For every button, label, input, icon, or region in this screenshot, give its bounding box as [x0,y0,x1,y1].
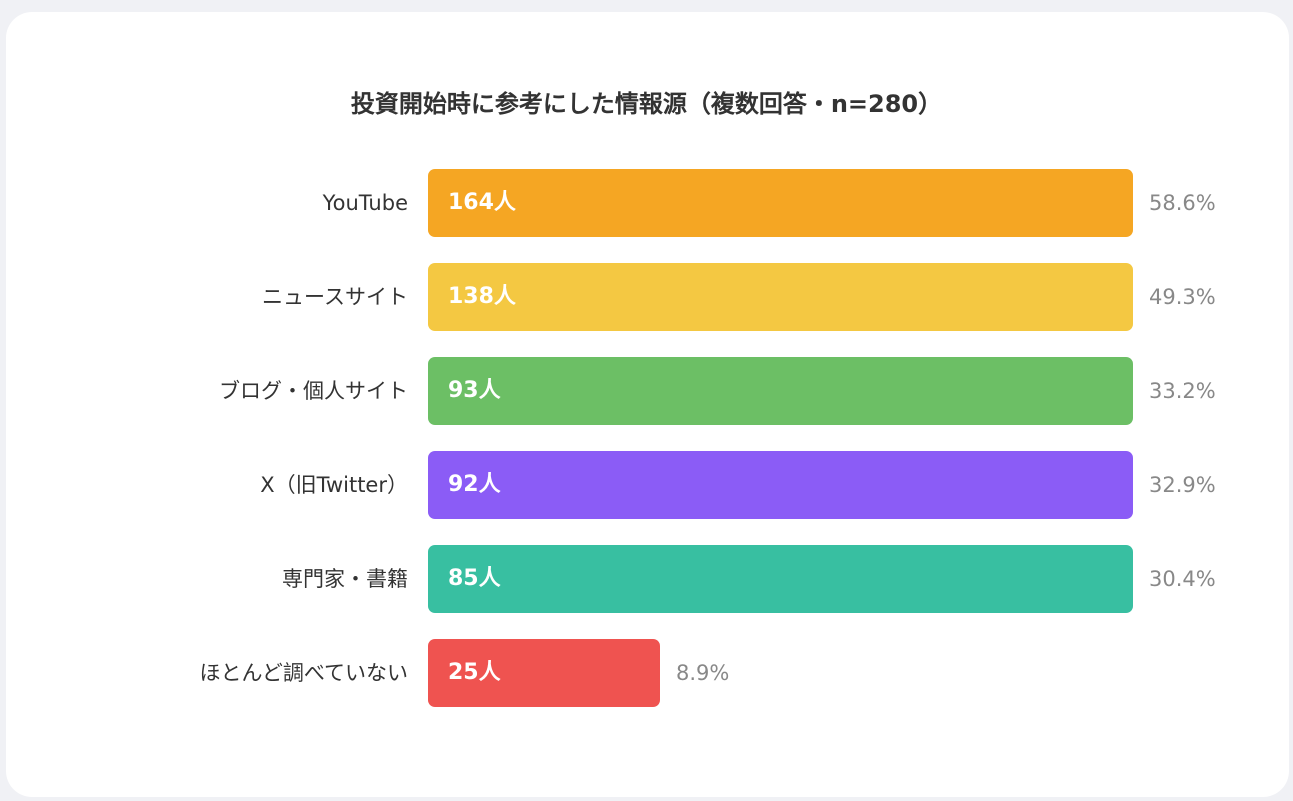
bar-row: 専門家・書籍 85人 30.4% [0,545,1293,613]
category-label: ニュースサイト [262,285,408,309]
count-label: 25人 [448,660,501,685]
bar-row: ブログ・個人サイト 93人 33.2% [0,357,1293,425]
category-label: YouTube [322,191,408,215]
percent-label: 33.2% [1149,379,1216,403]
bar: 138人 [428,263,1133,331]
count-label: 164人 [448,190,516,215]
bar: 92人 [428,451,1133,519]
count-label: 93人 [448,378,501,403]
count-label: 85人 [448,566,501,591]
percent-label: 8.9% [676,661,730,685]
category-label: 専門家・書籍 [282,567,408,591]
percent-label: 58.6% [1149,191,1216,215]
bar: 85人 [428,545,1133,613]
chart-title: 投資開始時に参考にした情報源（複数回答・n=280） [350,90,943,118]
bar: 164人 [428,169,1133,237]
bar-row: ほとんど調べていない 25人 8.9% [0,639,1293,707]
count-label: 92人 [448,472,501,497]
bar-row: ニュースサイト 138人 49.3% [0,263,1293,331]
bar-row: X（旧Twitter） 92人 32.9% [0,451,1293,519]
bar: 93人 [428,357,1133,425]
percent-label: 30.4% [1149,567,1216,591]
bar: 25人 [428,639,661,707]
count-label: 138人 [448,284,516,309]
bar-row: YouTube 164人 58.6% [0,169,1293,237]
percent-label: 49.3% [1149,285,1216,309]
category-label: ほとんど調べていない [199,661,408,685]
category-label: ブログ・個人サイト [219,379,408,403]
category-label: X（旧Twitter） [260,473,408,497]
percent-label: 32.9% [1149,473,1216,497]
